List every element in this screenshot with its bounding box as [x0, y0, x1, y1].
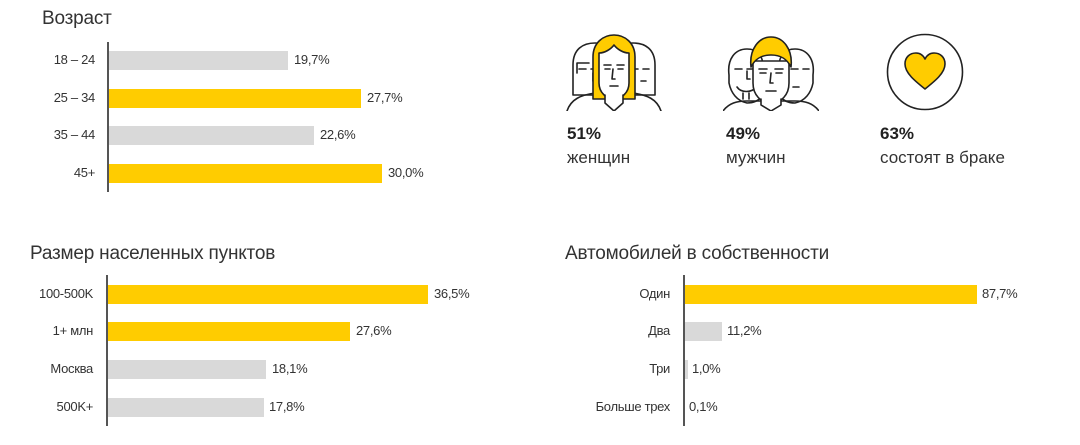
men-label: мужчин [726, 148, 786, 167]
married-percent: 63% [880, 124, 915, 143]
city-value-moscow: 18,1% [272, 361, 308, 376]
city-label-1m-plus: 1+ млн [52, 323, 94, 338]
city-value-500k-plus: 17,8% [269, 399, 305, 414]
cars-label-two: Два [648, 323, 670, 338]
cars-label-one: Один [639, 286, 670, 301]
age-bar-25-34 [109, 89, 361, 108]
city-bar-1m-plus [108, 322, 350, 341]
cars-label-three: Три [649, 361, 670, 376]
age-label-35-44: 35 – 44 [53, 127, 96, 142]
age-bar-35-44 [109, 126, 314, 145]
city-chart-title: Размер населенных пунктов [30, 243, 276, 264]
cars-value-two: 11,2% [727, 323, 762, 338]
men-group-icon [723, 36, 819, 111]
age-bar-45-plus [109, 164, 382, 183]
city-label-moscow: Москва [50, 361, 93, 376]
cars-chart-title: Автомобилей в собственности [565, 243, 830, 264]
city-value-100-500k: 36,5% [434, 286, 470, 301]
city-bar-100-500k [108, 285, 428, 304]
cars-bar-one [685, 285, 977, 304]
city-bar-moscow [108, 360, 266, 379]
age-value-45-plus: 30,0% [388, 165, 424, 180]
cars-bar-two [685, 322, 722, 341]
men-percent: 49% [726, 124, 761, 143]
cars-chart-axis [683, 275, 685, 426]
city-chart-axis [106, 275, 108, 426]
cars-value-more-than-three: 0,1% [689, 399, 718, 414]
city-value-1m-plus: 27,6% [356, 323, 392, 338]
city-label-100-500k: 100-500K [39, 286, 93, 301]
heart-icon [886, 33, 964, 111]
women-percent: 51% [567, 124, 602, 143]
women-label: женщин [567, 148, 631, 167]
cars-value-one: 87,7% [982, 286, 1018, 301]
city-bar-500k-plus [108, 398, 264, 417]
age-bar-18-24 [109, 51, 288, 70]
cars-bar-three [685, 360, 688, 379]
city-label-500k-plus: 500K+ [56, 399, 94, 414]
age-value-35-44: 22,6% [320, 127, 356, 142]
married-label: состоят в браке [880, 148, 1005, 167]
age-label-45-plus: 45+ [73, 165, 95, 180]
cars-value-three: 1,0% [692, 361, 721, 376]
age-label-25-34: 25 – 34 [53, 90, 96, 105]
age-label-18-24: 18 – 24 [53, 52, 96, 67]
age-chart-title: Возраст [42, 8, 112, 29]
age-value-18-24: 19,7% [294, 52, 330, 67]
cars-label-more-than-three: Больше трех [595, 399, 671, 414]
age-value-25-34: 27,7% [367, 90, 403, 105]
women-group-icon [566, 34, 662, 111]
age-chart-axis [107, 42, 109, 192]
